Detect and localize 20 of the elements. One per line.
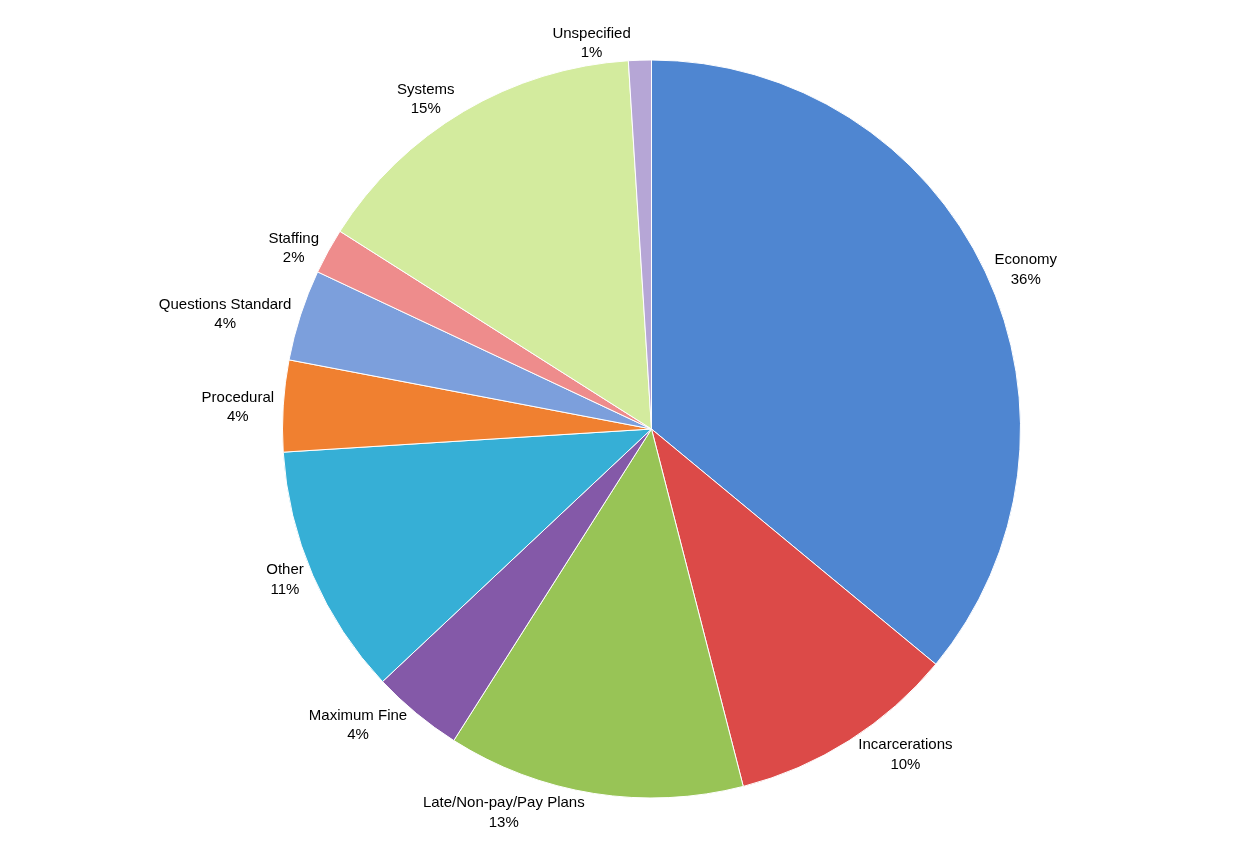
slice-label: Maximum Fine xyxy=(308,705,408,723)
slice-label: Unspecified xyxy=(552,23,631,41)
slice-label: Staffing xyxy=(268,228,320,246)
slice-label: Systems xyxy=(397,79,455,97)
slice-label: Late/Non-pay/Pay Plans xyxy=(422,793,585,811)
data-label: 11% xyxy=(270,579,300,597)
data-label: 15% xyxy=(410,99,441,117)
data-label: 1% xyxy=(580,43,603,61)
slice-label: Questions Standard xyxy=(158,294,292,312)
data-label: 4% xyxy=(226,407,249,425)
slice-label: Other xyxy=(266,560,304,578)
slice-label: Procedural xyxy=(201,387,275,405)
data-label: 4% xyxy=(347,725,369,743)
data-label: 4% xyxy=(214,314,236,332)
slice-label: Incarcerations xyxy=(858,735,953,753)
data-label: 36% xyxy=(1010,269,1041,287)
slice-label: Economy xyxy=(994,250,1058,268)
data-label: 2% xyxy=(282,248,305,266)
data-label: 10% xyxy=(890,754,921,772)
data-label: 13% xyxy=(488,812,519,830)
